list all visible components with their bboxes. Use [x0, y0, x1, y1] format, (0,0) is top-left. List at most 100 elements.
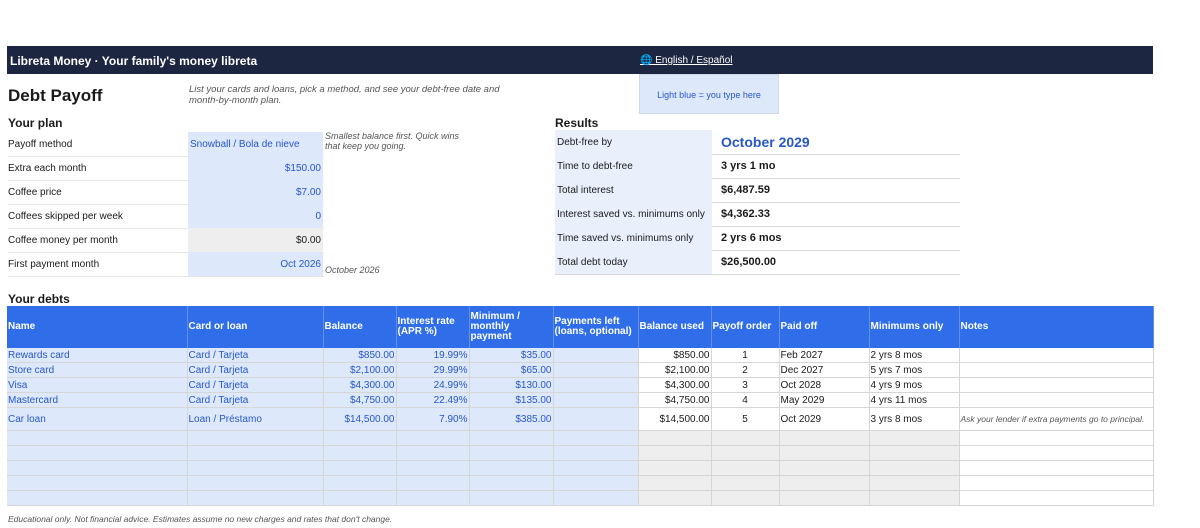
debt-apr-cell[interactable]: 7.90% — [396, 407, 470, 431]
debt-balance-used-cell: $2,100.00 — [638, 362, 712, 378]
empty-input-cell[interactable] — [396, 445, 470, 461]
plan-label: Payoff method — [8, 139, 73, 150]
debt-type-cell[interactable]: Card / Tarjeta — [187, 362, 324, 378]
debt-name-cell[interactable]: Rewards card — [7, 348, 188, 363]
empty-notes-cell[interactable] — [959, 460, 1154, 476]
debt-type-cell[interactable]: Card / Tarjeta — [187, 348, 324, 363]
debt-notes-cell[interactable]: Ask your lender if extra payments go to … — [959, 407, 1154, 431]
empty-calc-cell — [779, 490, 870, 506]
empty-input-cell[interactable] — [396, 460, 470, 476]
empty-input-cell[interactable] — [553, 445, 639, 461]
empty-input-cell[interactable] — [469, 475, 554, 491]
debt-notes-cell[interactable] — [959, 377, 1154, 393]
disclaimer-footer: Educational only. Not financial advice. … — [8, 514, 393, 524]
debt-balance-cell[interactable]: $14,500.00 — [323, 407, 397, 431]
empty-notes-cell[interactable] — [959, 430, 1154, 446]
empty-input-cell[interactable] — [396, 430, 470, 446]
table-row: Store card Card / Tarjeta $2,100.00 29.9… — [7, 362, 1154, 378]
debt-apr-cell[interactable]: 29.99% — [396, 362, 470, 378]
debt-payments-left-cell[interactable] — [553, 377, 639, 393]
debt-minimum-cell[interactable]: $135.00 — [469, 392, 554, 408]
empty-calc-cell — [638, 490, 712, 506]
debt-type-cell[interactable]: Card / Tarjeta — [187, 377, 324, 393]
debt-balance-cell[interactable]: $2,100.00 — [323, 362, 397, 378]
debt-type-cell[interactable]: Loan / Préstamo — [187, 407, 324, 431]
empty-input-cell[interactable] — [396, 475, 470, 491]
empty-notes-cell[interactable] — [959, 490, 1154, 506]
debt-name-cell[interactable]: Store card — [7, 362, 188, 378]
first-payment-month-input[interactable]: Oct 2026 — [188, 252, 323, 276]
empty-input-cell[interactable] — [187, 430, 324, 446]
debt-balance-cell[interactable]: $850.00 — [323, 348, 397, 363]
debt-minimum-cell[interactable]: $130.00 — [469, 377, 554, 393]
result-label: Time to debt-free — [557, 161, 633, 172]
empty-notes-cell[interactable] — [959, 445, 1154, 461]
empty-input-cell[interactable] — [469, 445, 554, 461]
debt-notes-cell[interactable] — [959, 392, 1154, 408]
empty-notes-cell[interactable] — [959, 475, 1154, 491]
payoff-method-select[interactable]: Snowball / Bola de nieve — [188, 132, 323, 156]
debt-minimum-cell[interactable]: $35.00 — [469, 348, 554, 363]
empty-input-cell[interactable] — [469, 430, 554, 446]
debt-apr-cell[interactable]: 22.49% — [396, 392, 470, 408]
empty-input-cell[interactable] — [7, 460, 188, 476]
empty-input-cell[interactable] — [7, 430, 188, 446]
empty-calc-cell — [869, 490, 960, 506]
debt-payments-left-cell[interactable] — [553, 348, 639, 363]
debt-minimum-cell[interactable]: $65.00 — [469, 362, 554, 378]
debt-apr-cell[interactable]: 24.99% — [396, 377, 470, 393]
debt-minimum-cell[interactable]: $385.00 — [469, 407, 554, 431]
empty-input-cell[interactable] — [553, 460, 639, 476]
empty-input-cell[interactable] — [187, 490, 324, 506]
empty-input-cell[interactable] — [323, 460, 397, 476]
coffees-skipped-input[interactable]: 0 — [188, 204, 323, 228]
debt-min-only-cell: 3 yrs 8 mos — [869, 407, 960, 431]
input-legend-hint: Light blue = you type here — [639, 74, 779, 114]
extra-monthly-input[interactable]: $150.00 — [188, 156, 323, 180]
result-time-to-debt-free: Time to debt-free 3 yrs 1 mo — [555, 154, 960, 179]
col-header-minimums-only: Minimums only — [869, 306, 960, 348]
empty-input-cell[interactable] — [7, 490, 188, 506]
empty-input-cell[interactable] — [396, 490, 470, 506]
debt-order-cell: 3 — [711, 377, 780, 393]
debt-payments-left-cell[interactable] — [553, 392, 639, 408]
empty-input-cell[interactable] — [187, 475, 324, 491]
debt-balance-cell[interactable]: $4,300.00 — [323, 377, 397, 393]
debt-apr-cell[interactable]: 19.99% — [396, 348, 470, 363]
debt-notes-cell[interactable] — [959, 362, 1154, 378]
result-value: October 2029 — [721, 134, 810, 150]
empty-input-cell[interactable] — [469, 460, 554, 476]
language-toggle-link[interactable]: 🌐 English / Español — [640, 55, 733, 66]
debt-name-cell[interactable]: Car loan — [7, 407, 188, 431]
coffee-price-input[interactable]: $7.00 — [188, 180, 323, 204]
table-row: Rewards card Card / Tarjeta $850.00 19.9… — [7, 348, 1154, 363]
plan-row-coffee-money: Coffee money per month $0.00 — [8, 228, 324, 253]
empty-input-cell[interactable] — [187, 445, 324, 461]
col-header-paid-off: Paid off — [779, 306, 870, 348]
empty-calc-cell — [711, 430, 780, 446]
empty-calc-cell — [869, 460, 960, 476]
debt-payments-left-cell[interactable] — [553, 407, 639, 431]
debt-type-cell[interactable]: Card / Tarjeta — [187, 392, 324, 408]
debt-payments-left-cell[interactable] — [553, 362, 639, 378]
empty-input-cell[interactable] — [469, 490, 554, 506]
debt-name-cell[interactable]: Mastercard — [7, 392, 188, 408]
col-header-apr: Interest rate (APR %) — [396, 306, 470, 348]
result-value: $6,487.59 — [721, 184, 770, 196]
debts-table: Name Card or loan Balance Interest rate … — [7, 306, 1154, 506]
debt-balance-cell[interactable]: $4,750.00 — [323, 392, 397, 408]
empty-input-cell[interactable] — [553, 490, 639, 506]
empty-input-cell[interactable] — [323, 490, 397, 506]
col-header-payoff-order: Payoff order — [711, 306, 780, 348]
empty-input-cell[interactable] — [7, 475, 188, 491]
empty-input-cell[interactable] — [323, 475, 397, 491]
empty-input-cell[interactable] — [553, 475, 639, 491]
empty-input-cell[interactable] — [323, 445, 397, 461]
empty-input-cell[interactable] — [187, 460, 324, 476]
empty-input-cell[interactable] — [7, 445, 188, 461]
plan-heading: Your plan — [8, 116, 63, 130]
debt-name-cell[interactable]: Visa — [7, 377, 188, 393]
empty-input-cell[interactable] — [323, 430, 397, 446]
empty-input-cell[interactable] — [553, 430, 639, 446]
debt-notes-cell[interactable] — [959, 348, 1154, 363]
